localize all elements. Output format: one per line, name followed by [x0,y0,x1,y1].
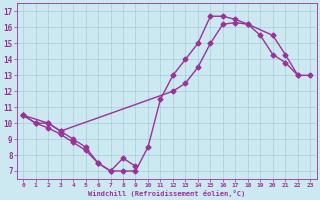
X-axis label: Windchill (Refroidissement éolien,°C): Windchill (Refroidissement éolien,°C) [88,190,245,197]
